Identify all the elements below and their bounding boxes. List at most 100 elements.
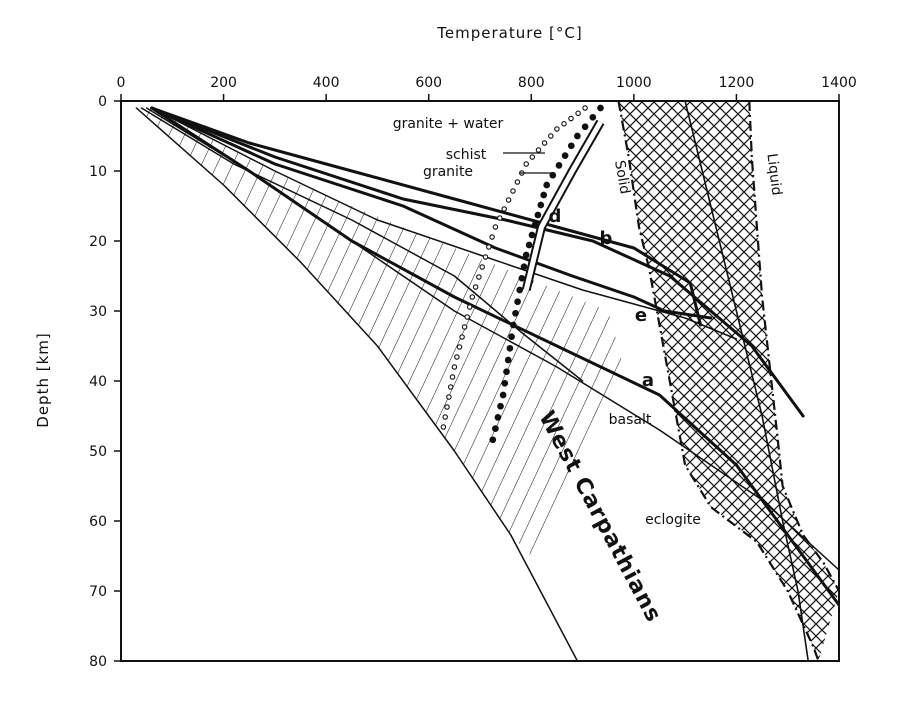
melting-curve-dot [456,344,463,350]
melting-curve-dot [464,314,470,320]
melting-zone-area [618,101,839,661]
label-granite-water: granite + water [393,116,504,132]
melting-curve-dot [522,251,530,259]
geotherm-curve-b [150,106,702,327]
melting-curve-dot [494,414,502,421]
melting-curve-dot [548,133,554,139]
melting-curve-dot [523,161,529,167]
label-basalt: basalt [609,412,652,428]
melting-curve-dot [451,364,458,370]
melting-curve-dot [506,344,514,352]
x-tick-label: 1200 [719,75,755,91]
y-tick-label: 70 [89,584,107,600]
melting-curve-dot [486,244,492,250]
melting-curve-dot [489,234,495,240]
melting-curve-dot [568,115,574,122]
melting-curve-dot [479,264,485,270]
transition-bar-inner [523,120,603,291]
plot-frame [120,100,840,662]
melting-curve-1 [440,105,588,430]
geotherm-curve-4 [151,107,738,340]
geotherm-curve-7 [145,107,839,571]
melting-curve-dot [444,404,450,410]
melting-curve-dot [503,368,510,376]
melting-curve-dot [514,179,521,185]
melting-curve-dot [446,394,452,400]
liquid-boundary-line [748,101,839,592]
x-tick-label: 200 [210,75,237,91]
melting-curve-dot [476,274,482,280]
melting-curve-dot [501,206,507,212]
melting-curves [440,104,604,444]
melting-curve-dot [489,436,497,444]
melting-curve-dot [520,263,528,271]
melting-curve-dot [516,286,524,294]
melting-curve-dot [505,197,512,203]
melting-curve-dot [504,356,512,364]
melting-curve-dot [540,191,548,199]
melting-curve-dot [497,215,503,221]
melting-curve-dot [554,126,560,132]
melting-curve-dot [466,304,473,310]
melting-curve-dot [508,333,515,341]
melting-curve-dot [501,379,509,387]
y-tick-label: 30 [89,304,107,320]
melting-curve-dot [509,321,517,329]
geotherm-curve-6 [140,107,584,382]
melting-curve-dot [454,354,460,360]
geotherm-curve-d [150,106,805,418]
melting-curve-dot [582,105,588,111]
x-axis-title: Temperature [°C] [436,24,582,42]
melting-curve-dot [472,284,479,290]
melting-curve-dot [537,201,545,209]
melting-curve-dot [567,142,575,150]
melting-curve-dot [499,391,507,399]
x-tick-label: 400 [313,75,340,91]
melting-curve-dot [510,188,516,194]
melting-curve-dot [440,424,447,430]
melting-curve-dot [597,104,604,112]
melting-curve-dot [492,224,499,230]
melting-curve-dot [561,121,567,127]
label-b: b [600,228,613,249]
melting-curve-dot [535,147,542,153]
x-tick-label: 600 [415,75,442,91]
label-eclogite: eclogite [645,512,701,528]
label-liquid: Liquid [763,153,784,197]
y-tick-label: 0 [98,94,107,110]
melting-curve-dot [512,309,519,317]
melting-curve-dot [555,162,563,169]
x-tick-label: 800 [518,75,545,91]
label-d: d [549,206,562,227]
melting-curve-dot [529,154,536,160]
y-tick-label: 20 [89,234,107,250]
melting-curve-dot [482,254,489,260]
melting-curve-dot [525,241,533,249]
y-tick-label: 40 [89,374,107,390]
y-axis-ticks: 0 10 20 30 40 50 60 70 80 [89,94,121,670]
label-solid: Solid [611,159,633,195]
label-schist: schist [446,147,487,163]
melting-curve-dot [543,181,551,189]
y-tick-label: 80 [89,654,107,670]
label-e: e [635,305,647,326]
melting-curve-dot [574,132,581,140]
y-tick-label: 50 [89,444,107,460]
solid-boundary-line [617,101,820,661]
x-axis-ticks: 0 200 400 600 800 1000 1200 1400 [117,75,857,101]
melting-curve-dot [589,113,597,121]
y-tick-label: 60 [89,514,107,530]
melting-curve-dot [461,324,468,330]
melting-curve-0 [489,104,604,444]
melting-curve-dot [492,425,499,432]
melting-curve-dot [449,374,456,380]
melting-curve-dot [514,298,521,306]
label-a: a [642,370,654,391]
y-tick-label: 10 [89,164,107,180]
melting-curve-dot [459,334,465,340]
melting-curve-dot [447,384,454,390]
melting-curve-dot [534,211,542,219]
x-tick-label: 1000 [616,75,652,91]
melting-curve-dot [581,123,589,131]
